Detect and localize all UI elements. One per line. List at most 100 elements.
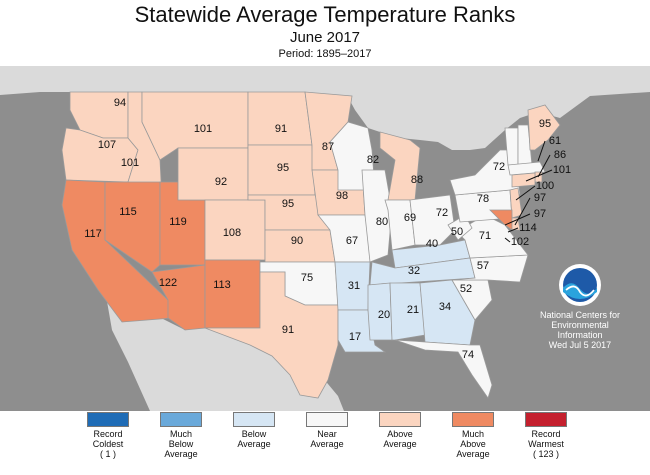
callout-rank-label: 97 <box>534 192 546 204</box>
mexico-landmass <box>105 290 344 411</box>
callout-line <box>504 213 531 226</box>
legend-swatch <box>233 412 275 427</box>
state-il <box>361 169 393 263</box>
rank-label-ny: 72 <box>493 161 505 173</box>
state-me <box>527 104 561 151</box>
state-nj <box>509 187 523 219</box>
legend-item-below: Below Average <box>218 412 290 449</box>
legend-label: Average <box>456 449 490 459</box>
rank-label-ne: 95 <box>282 198 294 210</box>
rank-label-ia: 98 <box>336 190 348 202</box>
rank-label-ar: 31 <box>348 280 360 292</box>
legend-label: Average <box>237 439 271 449</box>
legend: Record Coldest ( 1 ) Much Below Average … <box>0 412 650 475</box>
rank-label-mi: 88 <box>411 174 423 186</box>
legend-label: Average <box>383 439 417 449</box>
legend-label: Warmest <box>528 439 564 449</box>
legend-label: Much <box>461 429 484 439</box>
state-tx <box>204 271 339 399</box>
rank-label-tx: 91 <box>282 324 294 336</box>
rank-label-tn: 32 <box>408 265 420 277</box>
state-oh <box>409 194 456 246</box>
callout-rank-label: 100 <box>536 180 554 192</box>
noaa-attribution: National Centers for Environmental Infor… <box>518 310 642 350</box>
legend-label: Below <box>168 439 194 449</box>
map-period: Period: 1895–2017 <box>278 48 372 60</box>
callout-line <box>537 140 546 162</box>
state-fl <box>394 339 493 399</box>
map-title: Statewide Average Temperature Ranks <box>134 2 516 27</box>
rank-label-ga: 34 <box>439 301 451 313</box>
legend-swatch <box>306 412 348 427</box>
callout-line <box>514 197 531 226</box>
callout-line <box>507 227 519 233</box>
noaa-line-3: Information <box>557 330 603 340</box>
rank-label-ut: 119 <box>169 216 187 228</box>
state-nm <box>204 259 261 329</box>
rank-label-mt: 101 <box>194 123 212 135</box>
rank-label-mo: 67 <box>346 235 358 247</box>
rank-label-sd: 95 <box>277 162 289 174</box>
canada-landmass <box>0 66 650 150</box>
rank-label-ms: 20 <box>378 309 390 321</box>
rank-label-fl: 74 <box>462 349 474 361</box>
legend-label: Below <box>241 429 267 439</box>
rank-label-mn: 87 <box>322 141 334 153</box>
legend-item-above: Above Average <box>364 412 436 449</box>
callout-rank-label: 101 <box>553 164 571 176</box>
rank-label-wy: 92 <box>215 176 227 188</box>
legend-item-near: Near Average <box>291 412 363 449</box>
legend-item-much-above: Much Above Average <box>437 412 509 459</box>
legend-label: Average <box>164 449 198 459</box>
legend-swatch <box>379 412 421 427</box>
rank-label-ky: 40 <box>426 238 438 250</box>
rank-label-al: 21 <box>407 304 419 316</box>
legend-label: ( 1 ) <box>99 449 116 459</box>
callout-line <box>537 154 551 178</box>
rank-label-or: 107 <box>98 139 116 151</box>
callout-rank-label: 114 <box>519 222 537 234</box>
temperature-rank-map: 94 107 117 101 115 119 122 101 92 108 113 91 95 95 90 7… <box>0 66 650 411</box>
callout-line <box>515 185 536 201</box>
legend-swatch <box>160 412 202 427</box>
state-va <box>454 214 529 259</box>
rank-label-wv: 50 <box>451 226 463 238</box>
rank-label-oh: 72 <box>436 207 448 219</box>
state-ct <box>511 172 536 188</box>
rank-label-me: 95 <box>539 118 551 130</box>
callout-line <box>525 169 553 182</box>
legend-label: Coldest <box>92 439 124 449</box>
rank-label-co: 108 <box>223 227 241 239</box>
state-wy <box>177 147 249 201</box>
legend-label: ( 123 ) <box>532 449 559 459</box>
noaa-logo <box>559 264 601 306</box>
legend-swatch <box>87 412 129 427</box>
rank-label-nm: 113 <box>213 279 231 291</box>
legend-item-record-coldest: Record Coldest ( 1 ) <box>72 412 144 459</box>
rank-label-il: 80 <box>376 216 388 228</box>
noaa-line-1: National Centers for <box>539 310 621 320</box>
legend-label: Much <box>169 429 192 439</box>
rank-label-nd: 91 <box>275 123 287 135</box>
rank-label-ks: 90 <box>291 235 303 247</box>
rank-label-la: 17 <box>349 331 361 343</box>
rank-label-wi: 82 <box>367 154 379 166</box>
callout-rank-label: 102 <box>511 236 529 248</box>
noaa-line-2: Environmental <box>551 320 609 330</box>
state-ms <box>367 282 393 341</box>
rank-label-pa: 78 <box>477 193 489 205</box>
rank-label-nv: 115 <box>119 206 137 218</box>
rank-label-id: 101 <box>121 157 139 169</box>
callout-rank-label: 61 <box>549 135 561 147</box>
legend-swatch <box>525 412 567 427</box>
rank-label-wa: 94 <box>114 97 126 109</box>
rank-label-ca: 117 <box>84 228 102 240</box>
legend-label: Record <box>93 429 123 439</box>
legend-swatch <box>452 412 494 427</box>
callout-rank-label: 86 <box>554 149 566 161</box>
legend-item-record-warmest: Record Warmest ( 123 ) <box>510 412 582 459</box>
state-al <box>389 282 426 341</box>
map-subtitle: June 2017 <box>289 29 361 46</box>
legend-label: Above <box>460 439 486 449</box>
legend-label: Near <box>317 429 337 439</box>
